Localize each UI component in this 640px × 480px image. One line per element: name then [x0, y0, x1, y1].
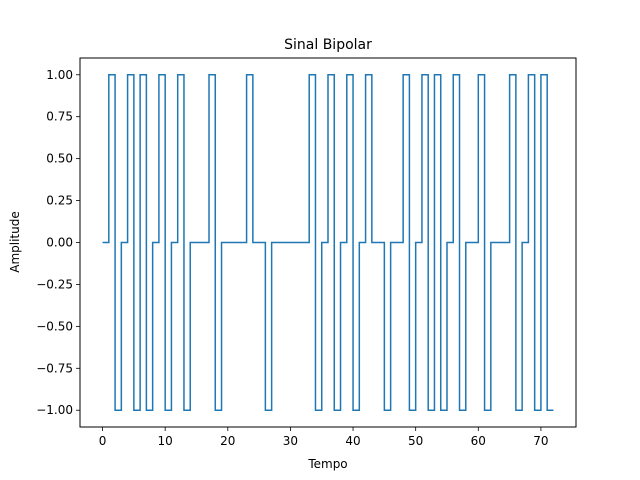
plot-frame: [79, 57, 577, 428]
plot-area: [102, 74, 554, 411]
y-axis-label: Amplitude: [8, 211, 22, 273]
x-tick-label: 20: [220, 434, 235, 448]
x-tick-label: 70: [533, 434, 548, 448]
y-tick-label: 0.50: [46, 152, 73, 166]
x-tick-label: 60: [471, 434, 486, 448]
y-tick-label: −0.50: [36, 319, 73, 333]
y-tick-label: 0.25: [46, 194, 73, 208]
x-tick-label: 40: [345, 434, 360, 448]
chart-title: Sinal Bipolar: [284, 37, 372, 53]
x-tick-label: 50: [408, 434, 423, 448]
y-tick-label: 1.00: [46, 68, 73, 82]
y-tick-label: −0.75: [36, 361, 73, 375]
y-tick-label: 0.75: [46, 110, 73, 124]
y-tick-label: −1.00: [36, 403, 73, 417]
x-axis-label: Tempo: [307, 457, 347, 471]
x-tick-label: 30: [283, 434, 298, 448]
y-axis: −1.00 −0.75 −0.50 −0.25 0.00 0.25 0.50 0.75 1.00: [36, 68, 80, 417]
x-tick-label: 0: [99, 434, 107, 448]
signal-line-0: [102, 74, 554, 411]
x-tick-label: 10: [158, 434, 173, 448]
y-tick-label: −0.25: [36, 277, 73, 291]
y-tick-label: 0.00: [46, 236, 73, 250]
x-axis: 0 10 20 30 40 50 60 70: [99, 427, 549, 448]
